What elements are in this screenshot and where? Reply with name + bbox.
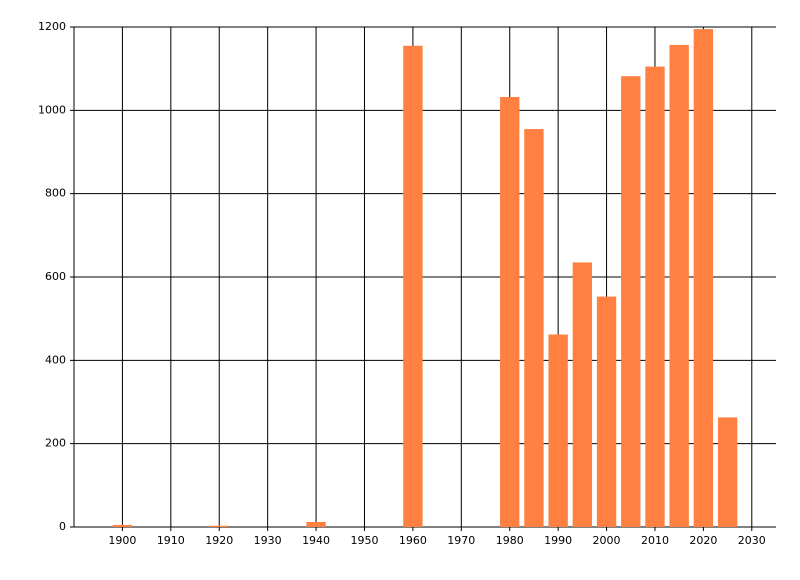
bar bbox=[669, 44, 689, 528]
x-tick-label: 1940 bbox=[302, 534, 330, 547]
y-tick-label: 800 bbox=[45, 187, 66, 200]
x-tick-label: 1960 bbox=[399, 534, 427, 547]
bar bbox=[548, 334, 568, 527]
y-tick-label: 200 bbox=[45, 437, 66, 450]
y-tick-label: 1000 bbox=[38, 103, 66, 116]
x-tick-label: 1930 bbox=[254, 534, 282, 547]
y-tick-label: 0 bbox=[59, 520, 66, 533]
bar bbox=[500, 97, 520, 527]
x-tick-label: 1990 bbox=[544, 534, 572, 547]
bar bbox=[645, 66, 665, 527]
bar bbox=[572, 262, 593, 527]
bar bbox=[209, 525, 229, 527]
x-tick-label: 2000 bbox=[593, 534, 621, 547]
x-tick-label: 1920 bbox=[205, 534, 233, 547]
x-tick-label: 2030 bbox=[738, 534, 766, 547]
y-tick-label: 600 bbox=[45, 270, 66, 283]
x-tick-label: 2010 bbox=[641, 534, 669, 547]
x-tick-label: 1900 bbox=[108, 534, 136, 547]
y-tick-label: 1200 bbox=[38, 20, 66, 33]
bar bbox=[112, 524, 133, 527]
bar bbox=[693, 29, 714, 527]
bar bbox=[621, 76, 641, 528]
bar bbox=[596, 296, 617, 527]
x-tick-label: 1910 bbox=[157, 534, 185, 547]
bar bbox=[524, 129, 544, 528]
x-tick-label: 1980 bbox=[496, 534, 524, 547]
bar bbox=[717, 417, 738, 527]
x-tick-label: 1970 bbox=[447, 534, 475, 547]
x-tick-label: 1950 bbox=[350, 534, 378, 547]
bar bbox=[403, 45, 423, 527]
y-tick-label: 400 bbox=[45, 353, 66, 366]
bar bbox=[306, 522, 326, 527]
x-tick-label: 2020 bbox=[689, 534, 717, 547]
